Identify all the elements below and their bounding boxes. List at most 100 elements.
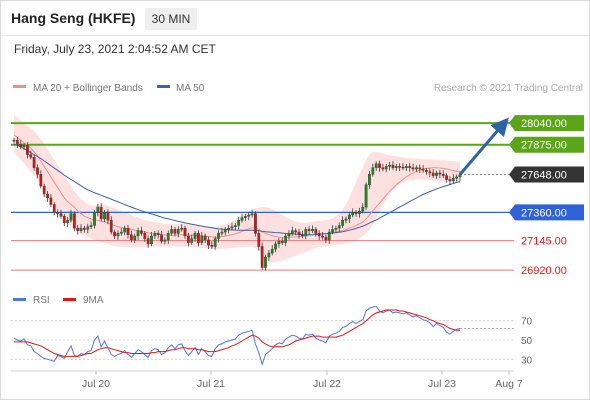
candle-body	[69, 213, 73, 221]
rsi-line	[13, 305, 461, 366]
candle-body	[193, 233, 197, 239]
candle-body	[364, 184, 368, 208]
rsi-ma-legend-label: 9MA	[83, 295, 104, 306]
candle-body	[408, 166, 412, 168]
candle-body	[451, 178, 455, 182]
candle-body	[351, 212, 355, 216]
candle-body	[52, 204, 56, 213]
candle-body	[12, 139, 16, 142]
candle-body	[378, 163, 381, 168]
candle-body	[197, 233, 200, 243]
candle-body	[83, 227, 86, 230]
ma50-legend-label: MA 50	[176, 83, 205, 94]
candle-body	[59, 213, 63, 217]
candle-body	[39, 174, 43, 187]
candle-body	[89, 225, 93, 227]
ma20-line	[13, 134, 461, 239]
ma50-legend-swatch	[157, 85, 170, 88]
candle-body	[257, 233, 261, 247]
candle-body	[267, 252, 271, 258]
candle-body	[26, 145, 29, 155]
level-tag-27648.00	[509, 166, 584, 183]
candle-body	[287, 233, 291, 237]
candle-body	[166, 233, 170, 241]
moving-averages	[13, 134, 461, 239]
candle-body	[79, 227, 83, 231]
candle-body	[36, 167, 39, 175]
candle-body	[126, 227, 130, 235]
candle-body	[76, 227, 80, 231]
candle-body	[347, 214, 351, 220]
candle-body	[361, 206, 365, 212]
candle-body	[190, 238, 194, 243]
timeframe-badge[interactable]: 30 MIN	[145, 8, 197, 30]
candle-body	[15, 139, 19, 145]
level-label-27648.00: 27648.00	[521, 170, 567, 182]
candle-body	[109, 220, 113, 233]
candle-body	[233, 225, 237, 227]
candle-body	[290, 230, 294, 234]
x-tick-label-Jul-23: Jul 23	[428, 378, 456, 390]
header-separator	[1, 35, 589, 36]
candle-body	[250, 213, 254, 216]
candle-body	[203, 235, 207, 241]
candle-body	[56, 212, 59, 214]
candle-body	[327, 231, 331, 241]
candle-body	[237, 220, 241, 226]
candle-body	[428, 171, 432, 174]
candle-body	[207, 239, 210, 246]
candle-body	[96, 206, 100, 213]
ma20-legend-swatch	[13, 85, 26, 88]
candle-body	[176, 229, 180, 234]
candle-body	[280, 241, 284, 243]
candle-body	[421, 168, 425, 171]
candle-body	[93, 212, 96, 226]
candle-body	[368, 174, 371, 185]
candle-body	[86, 226, 90, 230]
candle-body	[123, 227, 127, 233]
candle-body	[274, 243, 277, 250]
candle-body	[284, 235, 287, 243]
candle-body	[314, 229, 318, 234]
candle-body	[401, 166, 405, 169]
candle-body	[334, 227, 338, 230]
rsi-tick-label-70: 70	[521, 317, 533, 328]
candle-body	[331, 229, 334, 233]
candle-body	[277, 241, 281, 245]
candle-body	[29, 154, 33, 158]
forecast-arrow	[458, 117, 509, 176]
candle-body	[99, 206, 103, 220]
candle-body	[106, 212, 110, 221]
candle-body	[187, 235, 190, 243]
candle-body	[294, 230, 298, 233]
level-label-27145.00: 27145.00	[521, 236, 567, 248]
candle-body	[394, 166, 398, 168]
candle-body	[425, 170, 428, 172]
candle-body	[183, 227, 187, 237]
candle-body	[146, 238, 150, 245]
candle-body	[317, 233, 321, 237]
level-label-27875.00: 27875.00	[521, 140, 567, 152]
candle-body	[223, 229, 227, 233]
candle-body	[217, 233, 220, 239]
candle-body	[441, 174, 445, 176]
ma20-legend-label: MA 20 + Bollinger Bands	[33, 83, 143, 94]
candle-body	[435, 172, 438, 176]
candle-body	[129, 234, 133, 241]
candle-body	[133, 235, 137, 241]
level-labels: 28040.00 27875.00 27648.00 27360.00 27145.00…	[509, 115, 584, 277]
candle-body	[210, 244, 214, 247]
x-tick-label-Aug-7: Aug 7	[495, 378, 523, 390]
candle-body	[321, 235, 324, 238]
candle-body	[32, 157, 36, 168]
candle-body	[301, 234, 304, 237]
candle-body	[173, 229, 177, 234]
main-legend: MA 20 + Bollinger Bands MA 50 Research ©…	[13, 83, 583, 94]
level-label-28040.00: 28040.00	[521, 118, 567, 130]
candle-body	[307, 229, 311, 231]
candle-body	[371, 167, 375, 175]
report-datetime: Friday, July 23, 2021 2:04:52 AM CET	[14, 42, 216, 56]
rsi-tick-label-30: 30	[521, 355, 533, 366]
